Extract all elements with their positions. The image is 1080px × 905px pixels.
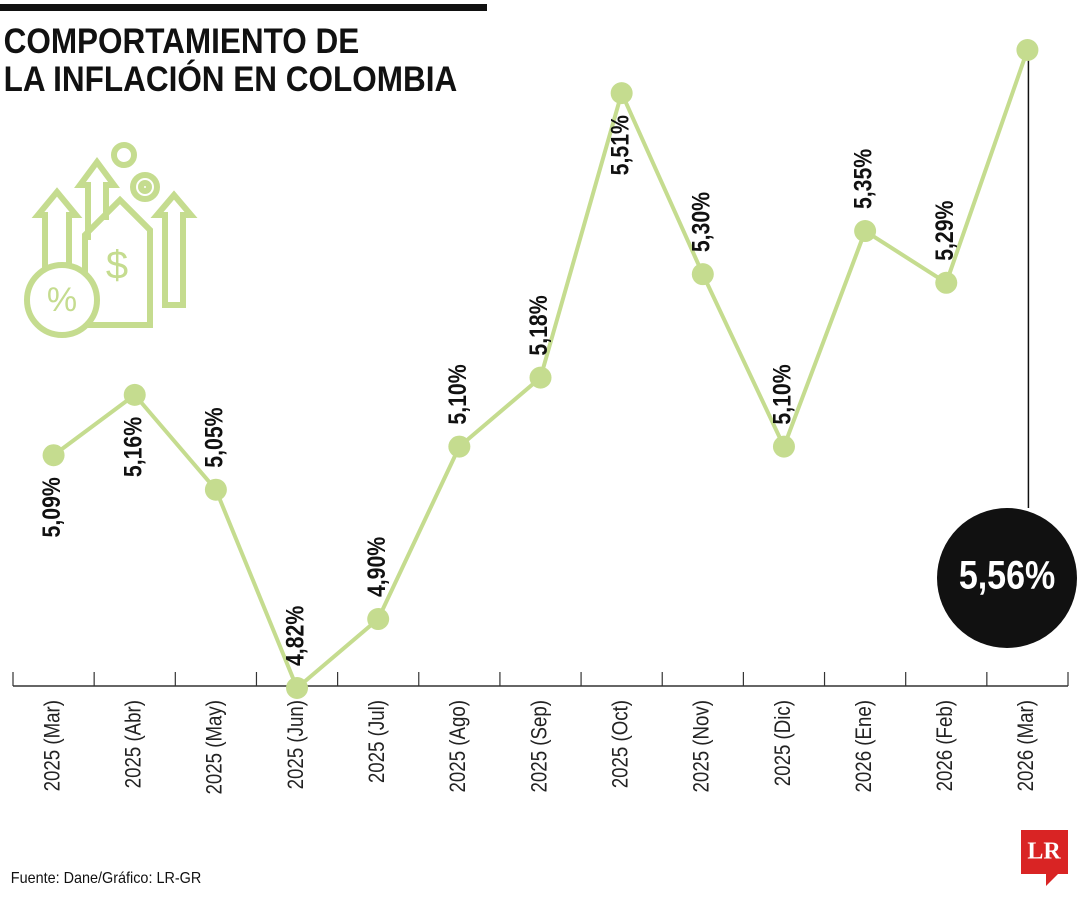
point [610, 82, 633, 105]
chart-title: COMPORTAMIENTO DE [4, 23, 360, 62]
point [367, 608, 390, 631]
point [529, 366, 552, 389]
x-tick-label: 2025 (Jul) [366, 700, 390, 783]
value-label: 5,10% [443, 364, 471, 424]
x-tick-label: 2026 (Feb) [934, 700, 958, 791]
value-label: 5,56% [959, 552, 1055, 597]
point [42, 444, 65, 467]
logo: LR [1021, 830, 1068, 886]
icon: $ % [24, 142, 198, 338]
value-label: 5,09% [38, 477, 66, 537]
x-tick-label: 2025 (Mar) [41, 700, 65, 791]
point [1016, 39, 1039, 61]
x-tick-label: 2025 (Jun) [285, 700, 309, 789]
point [854, 220, 877, 243]
value-label: 5,51% [606, 115, 634, 175]
x-tick-label: 2026 (Mar) [1015, 700, 1039, 791]
x-tick-label: 2026 (Ene) [853, 700, 877, 792]
value-label: 5,29% [930, 201, 958, 261]
value-label: 4,90% [362, 537, 390, 597]
logo-box [1021, 830, 1068, 874]
point [935, 271, 958, 294]
value-label: 5,30% [687, 192, 715, 252]
point [204, 478, 227, 501]
point [123, 383, 146, 406]
value-label: 5,16% [119, 417, 147, 477]
chart-title: LA INFLACIÓN EN COLOMBIA [4, 60, 458, 100]
value-label: 5,18% [524, 295, 552, 355]
point [691, 263, 714, 286]
value-label: 5,05% [200, 407, 228, 467]
highlight-circle [937, 508, 1077, 648]
value-label: 4,82% [281, 606, 309, 666]
source: Fuente: Dane/Gráfico: LR-GR [11, 870, 201, 888]
x-tick-label: 2025 (Nov) [690, 700, 714, 792]
x-tick-label: 2025 (Oct) [609, 700, 633, 788]
svg-text:%: % [47, 281, 77, 319]
title-bar [0, 4, 487, 11]
x-tick-label: 2025 (Dic) [771, 700, 795, 786]
x-tick-label: 2025 (Ago) [447, 700, 471, 792]
logo-text: LR [1027, 839, 1061, 865]
svg-text:$: $ [106, 244, 128, 288]
logo-tail [1046, 874, 1058, 886]
point [448, 435, 471, 458]
value-label: 5,35% [849, 149, 877, 209]
x-tick-label: 2025 (Sep) [528, 700, 552, 792]
point [286, 677, 309, 699]
point [772, 435, 795, 458]
value-label: 5,10% [768, 364, 796, 424]
x-tick-label: 2025 (May) [203, 700, 227, 795]
x-tick-label: 2025 (Abr) [122, 700, 146, 788]
